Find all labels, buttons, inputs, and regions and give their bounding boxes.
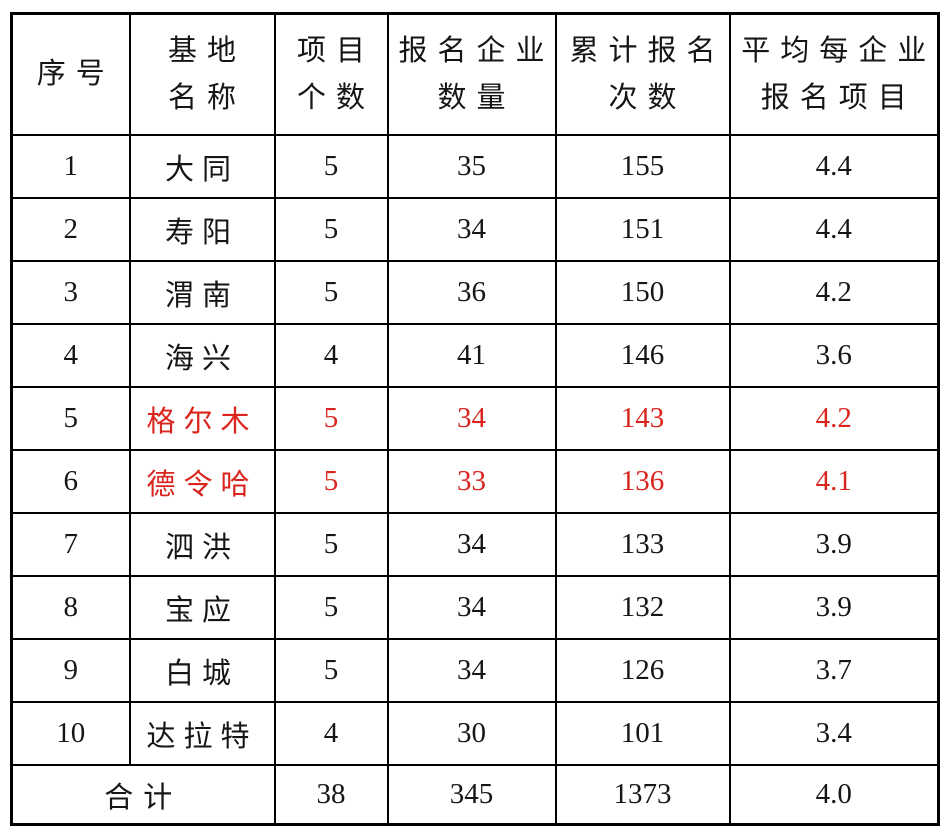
col-header-base-name-line1: 基地 xyxy=(167,34,246,67)
table-row: 6 德令哈 5 33 136 4.1 xyxy=(10,449,940,514)
cell-signups: 126 xyxy=(554,638,731,703)
cell-signups: 101 xyxy=(554,701,731,766)
table-row: 2 寿阳 5 34 151 4.4 xyxy=(10,197,940,262)
cell-average: 3.4 xyxy=(728,701,940,766)
cell-serial: 5 xyxy=(10,386,131,451)
cell-serial: 4 xyxy=(10,323,131,388)
table-row: 3 渭南 5 36 150 4.2 xyxy=(10,260,940,325)
total-companies: 345 xyxy=(386,764,557,826)
col-header-average: 平均每企业 报名项目 xyxy=(728,12,940,136)
col-header-serial: 序号 xyxy=(10,12,131,136)
col-header-average-line2: 报名项目 xyxy=(760,81,917,114)
registration-stats-table: 序号 基地 名称 项目 个数 报名企业 xyxy=(10,12,940,826)
cell-projects: 5 xyxy=(273,575,389,640)
cell-serial: 2 xyxy=(10,197,131,262)
cell-base-name: 渭南 xyxy=(128,260,276,325)
cell-average: 4.2 xyxy=(728,260,940,325)
total-projects: 38 xyxy=(273,764,389,826)
cell-serial: 1 xyxy=(10,134,131,199)
cell-projects: 5 xyxy=(273,386,389,451)
table-row: 5 格尔木 5 34 143 4.2 xyxy=(10,386,940,451)
cell-base-name: 海兴 xyxy=(128,323,276,388)
cell-serial: 6 xyxy=(10,449,131,514)
cell-companies: 34 xyxy=(386,512,557,577)
cell-projects: 5 xyxy=(273,512,389,577)
col-header-average-line1: 平均每企业 xyxy=(741,34,937,67)
cell-serial: 7 xyxy=(10,512,131,577)
cell-projects: 4 xyxy=(273,323,389,388)
total-row: 合计 38 345 1373 4.0 xyxy=(10,764,940,826)
cell-base-name: 宝应 xyxy=(128,575,276,640)
cell-projects: 4 xyxy=(273,701,389,766)
total-label: 合计 xyxy=(10,764,276,826)
table-row: 1 大同 5 35 155 4.4 xyxy=(10,134,940,199)
table-row: 8 宝应 5 34 132 3.9 xyxy=(10,575,940,640)
cell-base-name: 寿阳 xyxy=(128,197,276,262)
table-row: 7 泗洪 5 34 133 3.9 xyxy=(10,512,940,577)
cell-average: 3.9 xyxy=(728,512,940,577)
cell-serial: 3 xyxy=(10,260,131,325)
cell-base-name: 德令哈 xyxy=(128,449,276,514)
cell-companies: 34 xyxy=(386,386,557,451)
col-header-company-count-line1: 报名企业 xyxy=(398,34,555,67)
col-header-company-count-line2: 数量 xyxy=(437,81,516,114)
cell-signups: 151 xyxy=(554,197,731,262)
table-row: 10 达拉特 4 30 101 3.4 xyxy=(10,701,940,766)
col-header-signup-count: 累计报名 次数 xyxy=(554,12,731,136)
cell-signups: 133 xyxy=(554,512,731,577)
cell-average: 4.4 xyxy=(728,197,940,262)
cell-signups: 136 xyxy=(554,449,731,514)
cell-average: 3.7 xyxy=(728,638,940,703)
cell-serial: 10 xyxy=(10,701,131,766)
cell-signups: 132 xyxy=(554,575,731,640)
cell-serial: 8 xyxy=(10,575,131,640)
cell-base-name: 格尔木 xyxy=(128,386,276,451)
col-header-base-name: 基地 名称 xyxy=(128,12,276,136)
cell-projects: 5 xyxy=(273,449,389,514)
cell-projects: 5 xyxy=(273,197,389,262)
cell-companies: 41 xyxy=(386,323,557,388)
cell-companies: 33 xyxy=(386,449,557,514)
table-row: 4 海兴 4 41 146 3.6 xyxy=(10,323,940,388)
cell-signups: 150 xyxy=(554,260,731,325)
cell-projects: 5 xyxy=(273,638,389,703)
cell-companies: 36 xyxy=(386,260,557,325)
col-header-base-name-line2: 名称 xyxy=(167,81,246,114)
total-average: 4.0 xyxy=(728,764,940,826)
cell-companies: 30 xyxy=(386,701,557,766)
cell-average: 4.4 xyxy=(728,134,940,199)
cell-signups: 146 xyxy=(554,323,731,388)
col-header-project-count: 项目 个数 xyxy=(273,12,389,136)
cell-signups: 143 xyxy=(554,386,731,451)
col-header-serial-label: 序号 xyxy=(36,58,115,90)
col-header-project-count-line2: 个数 xyxy=(296,81,375,114)
cell-companies: 35 xyxy=(386,134,557,199)
cell-base-name: 大同 xyxy=(128,134,276,199)
cell-projects: 5 xyxy=(273,134,389,199)
cell-projects: 5 xyxy=(273,260,389,325)
cell-average: 4.2 xyxy=(728,386,940,451)
col-header-company-count: 报名企业 数量 xyxy=(386,12,557,136)
col-header-project-count-line1: 项目 xyxy=(296,34,375,67)
table-row: 9 白城 5 34 126 3.7 xyxy=(10,638,940,703)
total-signups: 1373 xyxy=(554,764,731,826)
cell-base-name: 达拉特 xyxy=(128,701,276,766)
cell-serial: 9 xyxy=(10,638,131,703)
cell-average: 3.6 xyxy=(728,323,940,388)
cell-base-name: 泗洪 xyxy=(128,512,276,577)
cell-average: 4.1 xyxy=(728,449,940,514)
cell-companies: 34 xyxy=(386,197,557,262)
cell-base-name: 白城 xyxy=(128,638,276,703)
col-header-signup-count-line1: 累计报名 xyxy=(569,34,726,67)
cell-companies: 34 xyxy=(386,638,557,703)
col-header-signup-count-line2: 次数 xyxy=(608,81,687,114)
cell-companies: 34 xyxy=(386,575,557,640)
cell-average: 3.9 xyxy=(728,575,940,640)
cell-signups: 155 xyxy=(554,134,731,199)
header-row: 序号 基地 名称 项目 个数 报名企业 xyxy=(10,12,940,136)
